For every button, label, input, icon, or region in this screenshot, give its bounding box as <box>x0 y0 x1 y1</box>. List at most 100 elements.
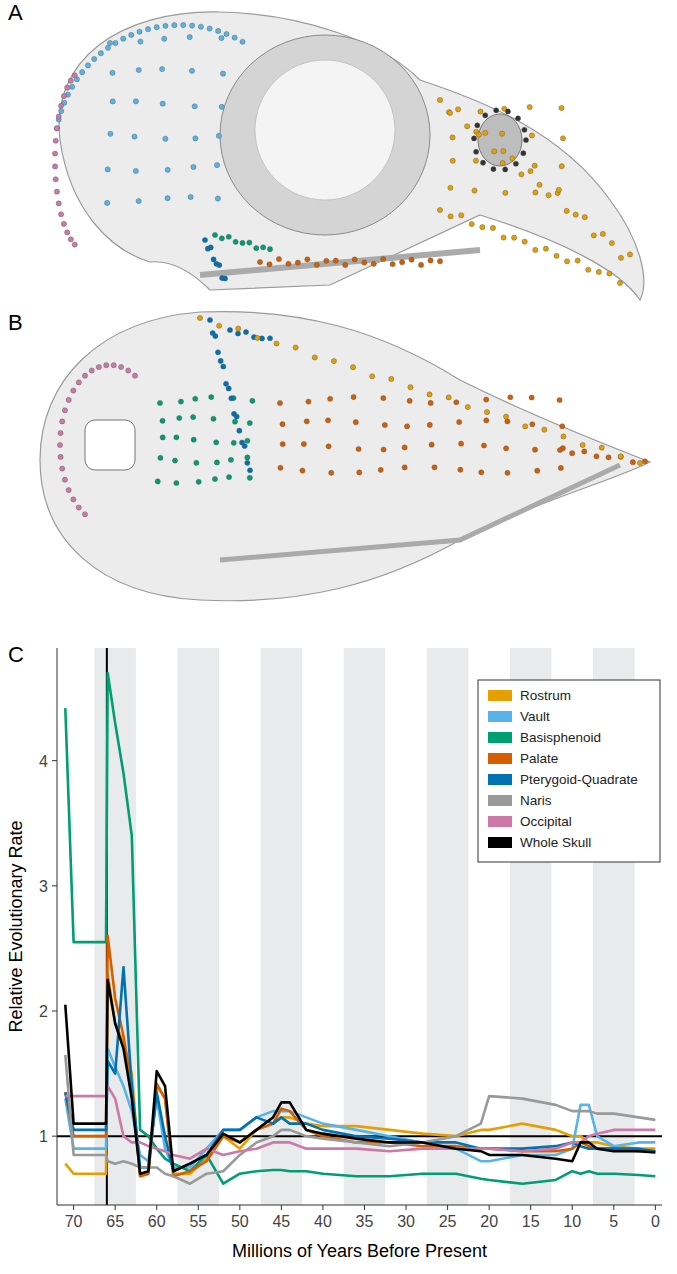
landmark <box>162 36 167 41</box>
landmark <box>617 280 622 285</box>
landmark <box>274 341 279 346</box>
landmark <box>484 418 489 423</box>
legend: RostrumVaultBasisphenoidPalatePterygoid-… <box>478 680 660 862</box>
landmark <box>402 465 407 470</box>
landmark <box>554 253 559 258</box>
landmark <box>119 364 124 369</box>
landmark <box>295 260 300 265</box>
landmark <box>326 444 331 449</box>
landmark <box>212 232 217 237</box>
legend-swatch <box>488 690 512 701</box>
landmark <box>191 414 196 419</box>
landmark <box>432 465 437 470</box>
landmark <box>160 66 165 71</box>
landmark <box>233 239 238 244</box>
legend-swatch <box>488 816 512 827</box>
landmark <box>607 271 612 276</box>
landmark <box>508 395 513 400</box>
landmark <box>132 373 137 378</box>
landmark <box>558 465 563 470</box>
landmark <box>198 24 203 29</box>
band <box>344 648 386 1205</box>
landmark <box>218 358 223 363</box>
jugal-bar <box>200 250 480 275</box>
landmark <box>351 394 356 399</box>
landmark <box>437 259 442 264</box>
landmark <box>472 188 477 193</box>
landmark <box>519 172 524 177</box>
x-tick <box>364 1205 365 1210</box>
landmark <box>70 84 75 89</box>
landmark <box>133 99 138 104</box>
panel-label: B <box>8 310 23 335</box>
landmark <box>559 164 564 169</box>
legend-swatch <box>488 753 512 764</box>
band <box>427 648 469 1205</box>
landmark <box>532 163 537 168</box>
landmark <box>245 460 250 465</box>
landmark <box>110 99 115 104</box>
landmark <box>352 257 357 262</box>
landmark <box>450 135 455 140</box>
landmark <box>637 460 642 465</box>
landmark <box>58 212 63 217</box>
landmark <box>596 269 601 274</box>
landmark <box>245 455 250 460</box>
landmark <box>261 245 266 250</box>
naris <box>478 114 522 166</box>
legend-swatch <box>488 711 512 722</box>
landmark <box>560 136 565 141</box>
landmark <box>390 262 395 267</box>
y-tick <box>52 1010 57 1011</box>
x-tick <box>239 1205 240 1210</box>
landmark <box>98 51 103 56</box>
landmark <box>575 258 580 263</box>
y-tick-label: 4 <box>39 753 48 770</box>
landmark <box>255 335 260 340</box>
landmark <box>105 45 110 50</box>
landmark <box>53 138 58 143</box>
landmark <box>328 396 333 401</box>
landmark <box>471 136 476 141</box>
landmark <box>243 329 248 334</box>
band <box>178 648 220 1205</box>
landmark <box>484 409 489 414</box>
landmark <box>247 420 252 425</box>
landmark <box>245 438 250 443</box>
landmark <box>61 93 66 98</box>
legend-label: Palate <box>520 751 558 766</box>
landmark <box>126 368 131 373</box>
landmark <box>404 424 409 429</box>
landmark <box>54 126 59 131</box>
landmark <box>305 257 310 262</box>
landmark <box>105 167 110 172</box>
landmark <box>522 127 527 132</box>
x-tick-label: 45 <box>272 1213 290 1230</box>
landmark <box>381 447 386 452</box>
landmark <box>606 455 611 460</box>
landmark <box>52 151 57 156</box>
landmark <box>570 451 575 456</box>
landmark <box>609 240 614 245</box>
landmark <box>61 221 66 226</box>
landmark <box>215 196 220 201</box>
landmark <box>259 336 264 341</box>
landmark <box>276 256 281 261</box>
landmark <box>503 414 508 419</box>
x-tick <box>406 1205 407 1210</box>
landmark <box>247 475 252 480</box>
landmark <box>490 225 495 230</box>
landmark <box>556 187 561 192</box>
landmark <box>235 331 240 336</box>
x-tick <box>489 1205 490 1210</box>
foramen <box>85 420 135 470</box>
landmark <box>190 23 195 28</box>
legend-swatch <box>488 774 512 785</box>
landmark <box>226 474 231 479</box>
landmark <box>402 445 407 450</box>
landmark <box>229 396 234 401</box>
landmark <box>68 237 73 242</box>
landmark <box>72 73 77 78</box>
x-tick-label: 35 <box>356 1213 374 1230</box>
landmark <box>476 132 481 137</box>
